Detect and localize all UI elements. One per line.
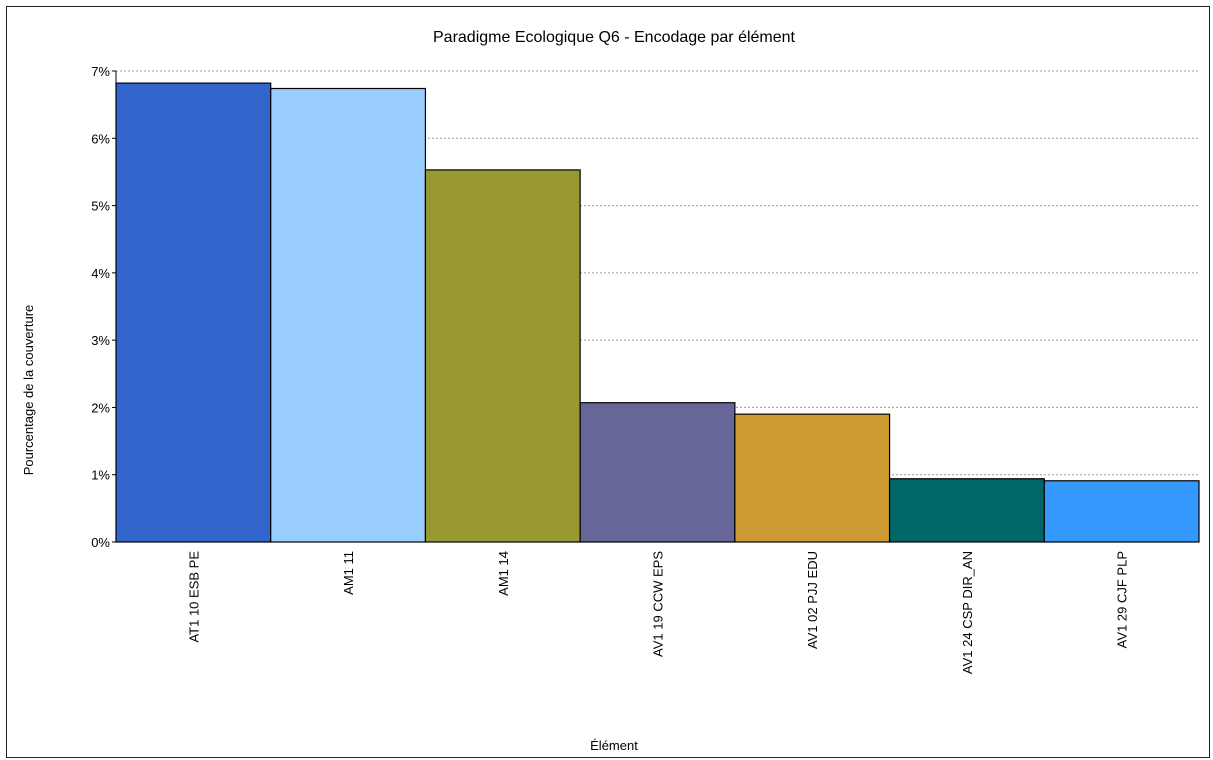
y-tick-label: 6% bbox=[91, 131, 110, 146]
bar bbox=[115, 82, 272, 543]
x-tick-label: AV1 29 CJF PLP bbox=[1115, 551, 1130, 648]
y-tick-label: 5% bbox=[91, 199, 110, 214]
y-tick-label: 4% bbox=[91, 266, 110, 281]
bar bbox=[270, 87, 427, 543]
y-axis-label: Pourcentage de la couverture bbox=[21, 305, 36, 476]
bar bbox=[734, 413, 891, 543]
x-tick-label: AM1 11 bbox=[341, 551, 356, 595]
y-tick-label: 1% bbox=[91, 468, 110, 483]
x-tick-label: AT1 10 ESB PE bbox=[186, 551, 201, 643]
x-tick-label: AV1 02 PJJ EDU bbox=[805, 551, 820, 649]
y-tick-label: 2% bbox=[91, 400, 110, 415]
bars bbox=[115, 82, 1200, 543]
x-tick-label: AV1 24 CSP DIR_AN bbox=[960, 551, 975, 674]
bar bbox=[1043, 480, 1200, 543]
bar bbox=[579, 402, 736, 543]
bar bbox=[424, 169, 581, 543]
x-tick-labels: AT1 10 ESB PE AM1 11 AM1 14 AV1 19 CCW EPS A… bbox=[186, 551, 1129, 674]
y-tick-label: 0% bbox=[91, 535, 110, 550]
x-tick-label: AV1 19 CCW EPS bbox=[651, 551, 666, 657]
x-tick-label: AM1 14 bbox=[496, 551, 511, 596]
y-tick-labels: 0% 1% 2% 3% 4% 5% 6% 7% bbox=[91, 64, 116, 550]
x-axis-label: Élément bbox=[590, 738, 638, 753]
y-tick-label: 3% bbox=[91, 333, 110, 348]
y-tick-label: 7% bbox=[91, 64, 110, 79]
bar bbox=[888, 478, 1045, 543]
chart-title: Paradigme Ecologique Q6 - Encodage par é… bbox=[433, 29, 796, 46]
